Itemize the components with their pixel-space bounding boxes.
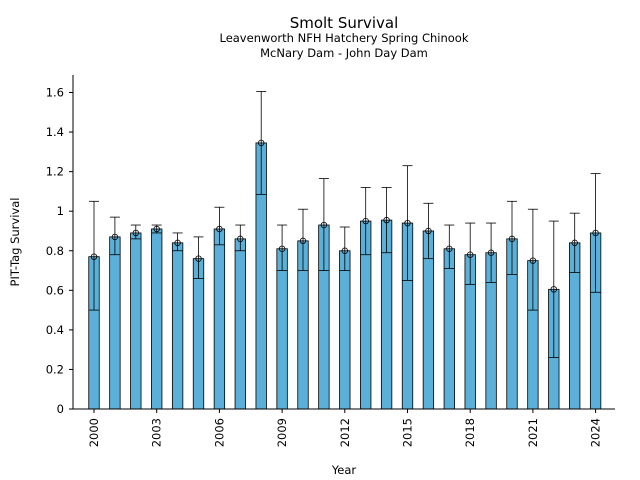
point-marker-2020 [508,235,516,243]
x-axis-label: Year [331,463,357,477]
point-marker-2005 [195,255,202,262]
x-tick-label: 2006 [212,418,226,447]
chart-title: Smolt Survival [290,14,399,32]
y-tick-label: 1.2 [46,165,64,179]
point-marker-2014 [383,216,390,224]
bar-2006 [213,228,226,410]
bar-2005 [192,258,205,410]
point-marker-2011 [320,221,328,229]
point-marker-2013 [362,217,369,225]
bar-2002 [130,232,142,410]
point-marker-2016 [425,227,432,235]
x-tick-label: 2021 [526,418,540,447]
y-tick-label: 0.6 [46,283,64,297]
y-tick-label: 0.8 [46,244,64,258]
y-tick-label: 1.4 [46,125,64,139]
point-marker-2008 [258,139,265,147]
y-tick-label: 1.6 [46,86,64,100]
point-marker-2006 [216,225,223,233]
point-marker-2000 [90,253,98,260]
x-tick-label: 2009 [275,418,289,447]
error-bars-group [89,91,601,358]
point-marker-2004 [174,239,181,247]
point-marker-2019 [487,249,495,256]
bars-group [88,142,602,410]
point-marker-2022 [550,286,557,293]
bar-2017 [443,248,455,410]
point-marker-2024 [592,229,599,237]
x-ticks-group: 2000 2003 2006 2009 2012 2015 2018 2021 2024 [87,409,603,447]
y-tick-label: 1 [57,204,64,218]
y-ticks-group: 0 0.2 0.4 0.6 0.8 1 1.2 1.4 1.6 [46,86,73,416]
bar-2009 [276,248,288,410]
point-marker-2009 [278,245,286,252]
y-axis-label: PIT-Tag Survival [8,198,22,287]
x-tick-label: 2018 [463,418,477,447]
chart-subtitle-line-2: McNary Dam - John Day Dam [260,46,428,60]
bar-2004 [171,242,184,410]
point-marker-2003 [153,225,160,233]
bar-2012 [339,250,351,410]
x-tick-label: 2003 [150,418,164,447]
point-marker-2010 [299,237,307,245]
point-marker-2017 [446,245,453,252]
chart-subtitle-line-1: Leavenworth NFH Hatchery Spring Chinook [219,31,468,45]
y-tick-label: 0 [57,402,64,416]
bar-2001 [109,236,121,410]
bar-2007 [234,238,246,410]
x-tick-label: 2015 [401,418,415,447]
point-marker-2012 [341,247,348,254]
x-tick-label: 2012 [338,418,352,447]
bar-2003 [151,228,163,410]
y-tick-label: 0.2 [46,362,64,376]
point-marker-2002 [132,229,139,237]
point-marker-2021 [529,257,537,264]
x-tick-label: 2024 [589,418,603,447]
point-marker-2023 [571,239,578,247]
point-marker-2007 [237,235,244,243]
axes-group [72,75,615,410]
point-marker-2018 [467,251,474,258]
point-marker-2001 [111,233,119,241]
point-marker-2015 [404,219,411,227]
x-tick-label: 2000 [87,418,101,447]
y-tick-label: 0.4 [46,323,64,337]
